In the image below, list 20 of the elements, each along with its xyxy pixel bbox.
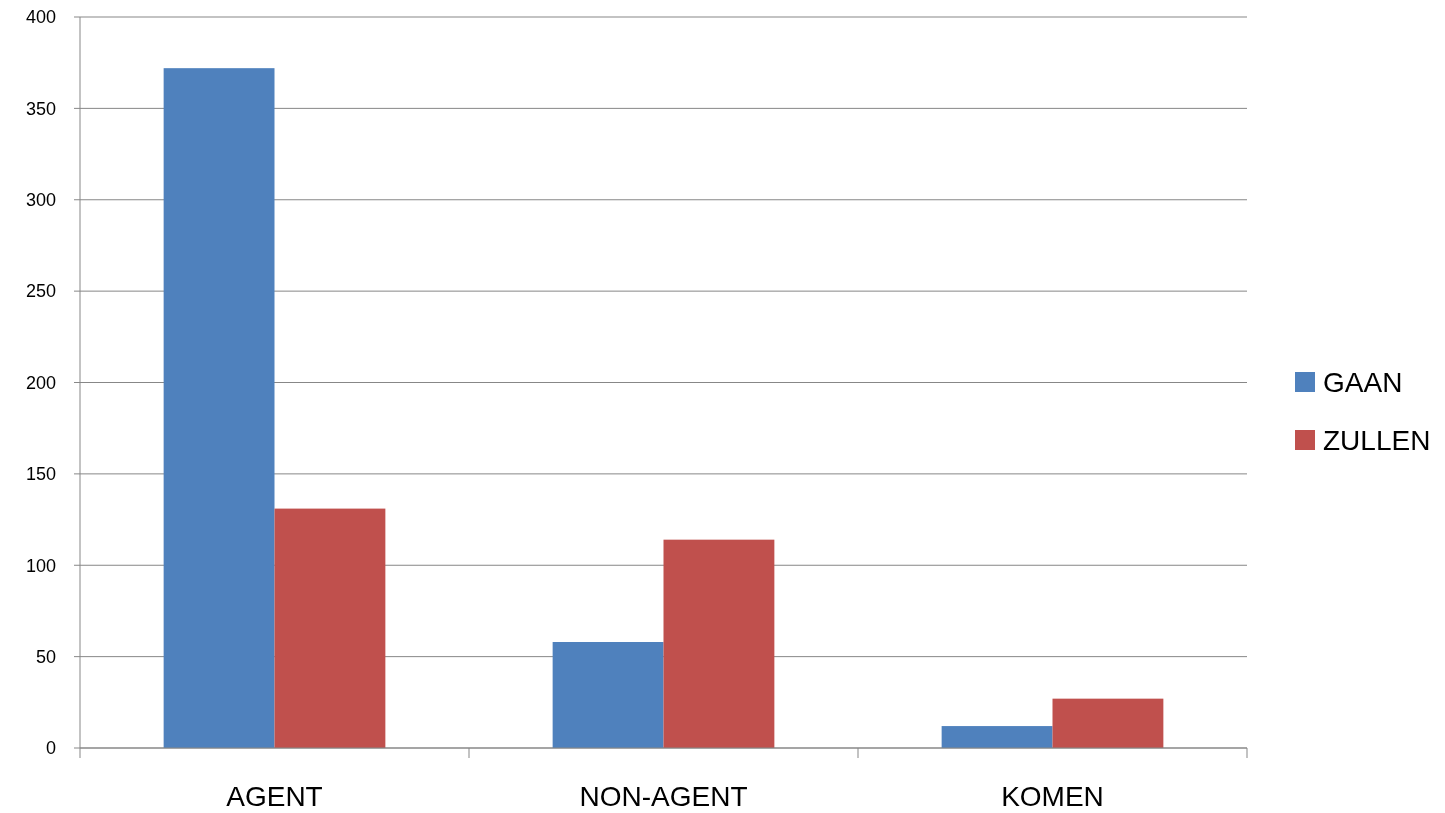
- y-tick-label: 50: [35, 646, 56, 667]
- bar: [941, 726, 1053, 748]
- y-tick-label: 150: [25, 464, 56, 485]
- y-tick-label: 200: [25, 372, 56, 393]
- bar: [163, 68, 275, 748]
- bar: [663, 539, 775, 748]
- bar: [1052, 698, 1164, 748]
- bar: [552, 642, 664, 748]
- y-tick-label: 300: [25, 190, 56, 211]
- y-tick-label: 0: [45, 738, 56, 759]
- y-tick-label: 100: [25, 555, 56, 576]
- legend-label: ZULLEN: [1323, 424, 1431, 456]
- legend-label: GAAN: [1323, 366, 1403, 398]
- x-tick-label: AGENT: [226, 781, 323, 812]
- x-tick-label: KOMEN: [1001, 781, 1104, 812]
- x-tick-label: NON-AGENT: [579, 781, 748, 812]
- bar: [274, 508, 386, 748]
- y-tick-label: 250: [25, 281, 56, 302]
- y-tick-label: 400: [25, 7, 56, 28]
- y-tick-label: 350: [25, 98, 56, 119]
